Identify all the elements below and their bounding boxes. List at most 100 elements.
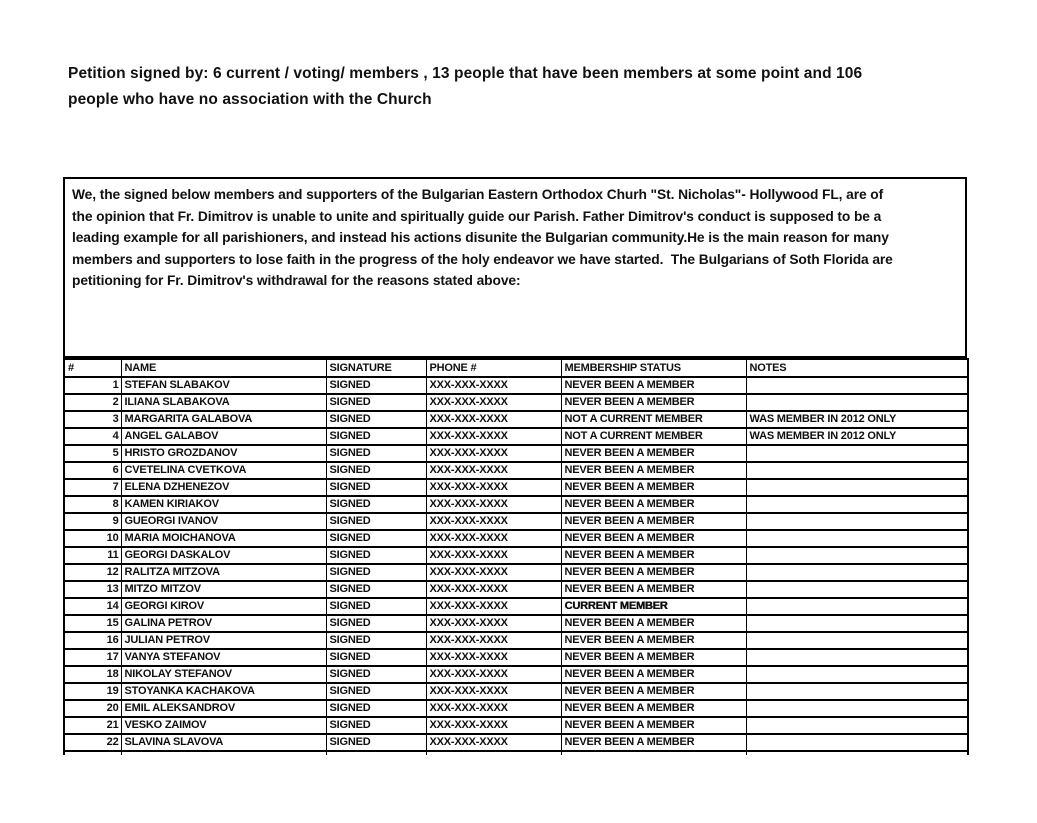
cell-signature: SIGNED <box>325 631 427 650</box>
cell-signature: SIGNED <box>325 478 427 497</box>
cell-notes <box>745 461 969 480</box>
table-cut-off-row <box>63 750 969 755</box>
cell-phone: XXX-XXX-XXXX <box>425 410 562 429</box>
cell-status: NOT A CURRENT MEMBER <box>560 410 747 429</box>
cell-phone: XXX-XXX-XXXX <box>425 376 562 395</box>
header-signature: SIGNATURE <box>325 358 427 378</box>
cell-phone: XXX-XXX-XXXX <box>425 733 562 752</box>
cell-notes <box>745 546 969 565</box>
statement-line: petitioning for Fr. Dimitrov's withdrawa… <box>72 273 521 288</box>
cell-status: NEVER BEEN A MEMBER <box>560 563 747 582</box>
cell-name: NIKOLAY STEFANOV <box>120 665 327 684</box>
cell-signature: SIGNED <box>325 580 427 599</box>
header-membership-status: MEMBERSHIP STATUS <box>560 358 747 378</box>
cell-name: STEFAN SLABAKOV <box>120 376 327 395</box>
cell-notes <box>745 529 969 548</box>
cell-name: EMIL ALEKSANDROV <box>120 699 327 718</box>
cell-status: NEVER BEEN A MEMBER <box>560 444 747 463</box>
cell-notes <box>745 716 969 735</box>
cell-name: RALITZA MITZOVA <box>120 563 327 582</box>
cut-off-cell <box>745 750 969 755</box>
cell-notes <box>745 376 969 395</box>
cell-signature: SIGNED <box>325 614 427 633</box>
table-row: 5 HRISTO GROZDANOV SIGNED XXX-XXX-XXXX NEVER… <box>63 444 969 463</box>
cell-status: NEVER BEEN A MEMBER <box>560 512 747 531</box>
cell-name: HRISTO GROZDANOV <box>120 444 327 463</box>
table-row: 19 STOYANKA KACHAKOVA SIGNED XXX-XXX-XXXX NE… <box>63 682 969 701</box>
cell-notes <box>745 631 969 650</box>
cell-number: 13 <box>63 580 122 599</box>
cell-name: ILIANA SLABAKOVA <box>120 393 327 412</box>
cell-signature: SIGNED <box>325 699 427 718</box>
header-notes: NOTES <box>745 358 969 378</box>
cell-phone: XXX-XXX-XXXX <box>425 461 562 480</box>
cell-signature: SIGNED <box>325 716 427 735</box>
cell-number: 18 <box>63 665 122 684</box>
cell-status: NEVER BEEN A MEMBER <box>560 631 747 650</box>
statement-line: We, the signed below members and support… <box>72 187 884 202</box>
cell-number: 12 <box>63 563 122 582</box>
table-row: 16 JULIAN PETROV SIGNED XXX-XXX-XXXX NEVER B… <box>63 631 969 650</box>
cell-signature: SIGNED <box>325 682 427 701</box>
cell-status: NEVER BEEN A MEMBER <box>560 682 747 701</box>
cell-phone: XXX-XXX-XXXX <box>425 614 562 633</box>
cell-phone: XXX-XXX-XXXX <box>425 478 562 497</box>
cell-number: 3 <box>63 410 122 429</box>
signatures-table: # NAME SIGNATURE PHONE # MEMBERSHIP STAT… <box>63 358 969 755</box>
cell-number: 20 <box>63 699 122 718</box>
cell-status: NEVER BEEN A MEMBER <box>560 648 747 667</box>
cell-phone: XXX-XXX-XXXX <box>425 495 562 514</box>
cell-signature: SIGNED <box>325 410 427 429</box>
header-name: NAME <box>120 358 327 378</box>
cell-phone: XXX-XXX-XXXX <box>425 631 562 650</box>
cell-signature: SIGNED <box>325 563 427 582</box>
cell-status: CURRENT MEMBER <box>560 597 747 616</box>
cell-signature: SIGNED <box>325 376 427 395</box>
cell-status: NEVER BEEN A MEMBER <box>560 733 747 752</box>
cell-status: NEVER BEEN A MEMBER <box>560 461 747 480</box>
table-row: 21 VESKO ZAIMOV SIGNED XXX-XXX-XXXX NEVER BE… <box>63 716 969 735</box>
cell-status: NOT A CURRENT MEMBER <box>560 427 747 446</box>
cell-number: 16 <box>63 631 122 650</box>
cell-notes <box>745 512 969 531</box>
cell-signature: SIGNED <box>325 529 427 548</box>
cell-notes <box>745 563 969 582</box>
cell-notes <box>745 495 969 514</box>
cell-signature: SIGNED <box>325 733 427 752</box>
cell-signature: SIGNED <box>325 648 427 667</box>
cell-number: 6 <box>63 461 122 480</box>
statement-line: the opinion that Fr. Dimitrov is unable … <box>72 208 882 224</box>
table-row: 22 SLAVINA SLAVOVA SIGNED XXX-XXX-XXXX NEVER… <box>63 733 969 752</box>
cell-name: ANGEL GALABOV <box>120 427 327 446</box>
table-row: 9 GUEORGI IVANOV SIGNED XXX-XXX-XXXX NEVER B… <box>63 512 969 531</box>
cell-number: 7 <box>63 478 122 497</box>
cell-notes <box>745 478 969 497</box>
table-row: 13 MITZO MITZOV SIGNED XXX-XXX-XXXX NEVER BE… <box>63 580 969 599</box>
cell-name: GUEORGI IVANOV <box>120 512 327 531</box>
cell-notes <box>745 699 969 718</box>
cell-notes <box>745 614 969 633</box>
table-row: 6 CVETELINA CVETKOVA SIGNED XXX-XXX-XXXX NEV… <box>63 461 969 480</box>
cell-name: GEORGI DASKALOV <box>120 546 327 565</box>
cell-signature: SIGNED <box>325 444 427 463</box>
cell-notes <box>745 682 969 701</box>
table-row: 18 NIKOLAY STEFANOV SIGNED XXX-XXX-XXXX NEVE… <box>63 665 969 684</box>
cut-off-cell <box>120 750 327 755</box>
cut-off-cell <box>425 750 562 755</box>
table-row: 11 GEORGI DASKALOV SIGNED XXX-XXX-XXXX NEVER… <box>63 546 969 565</box>
cell-number: 8 <box>63 495 122 514</box>
cell-notes <box>745 648 969 667</box>
header-number: # <box>63 358 122 378</box>
table-row: 3 MARGARITA GALABOVA SIGNED XXX-XXX-XXXX NOT… <box>63 410 969 429</box>
table-row: 8 KAMEN KIRIAKOV SIGNED XXX-XXX-XXXX NEVER B… <box>63 495 969 514</box>
cell-status: NEVER BEEN A MEMBER <box>560 478 747 497</box>
cell-status: NEVER BEEN A MEMBER <box>560 546 747 565</box>
cut-off-cell <box>63 750 122 755</box>
statement-line: members and supporters to lose faith in … <box>72 251 893 267</box>
petition-statement-box: We, the signed below members and support… <box>63 177 967 358</box>
cell-number: 22 <box>63 733 122 752</box>
cell-status: NEVER BEEN A MEMBER <box>560 580 747 599</box>
header-phone: PHONE # <box>425 358 562 378</box>
cut-off-cell <box>325 750 427 755</box>
cell-number: 10 <box>63 529 122 548</box>
